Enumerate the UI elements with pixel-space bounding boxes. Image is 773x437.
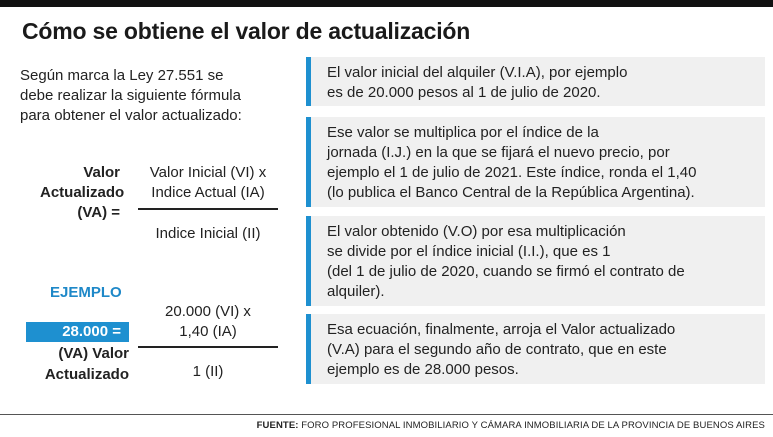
example-fraction-line <box>138 346 278 348</box>
bottom-rule <box>0 414 773 415</box>
source-text: FORO PROFESIONAL INMOBILIARIO Y CÁMARA I… <box>298 420 765 431</box>
example-result-badge: 28.000 = <box>26 322 129 342</box>
formula-denominator: Indice Inicial (II) <box>155 225 261 242</box>
page-title: Cómo se obtiene el valor de actualizació… <box>22 18 471 44</box>
example-denominator: 1 (II) <box>192 363 224 380</box>
intro-text: Según marca la Ley 27.551 se debe realiz… <box>20 67 242 124</box>
example-lhs: (VA) Valor Actualizado <box>44 345 129 383</box>
step-3-panel: El valor obtenido (V.O) por esa multipli… <box>306 216 765 306</box>
source-label: FUENTE: <box>256 420 299 431</box>
formula-lhs: Valor Actualizado (VA) = <box>40 164 125 221</box>
example-label: EJEMPLO <box>50 284 122 301</box>
step-1-panel: El valor inicial del alquiler (V.I.A), p… <box>306 57 765 106</box>
formula-fraction-line <box>138 208 278 210</box>
source-credit: FUENTE: FORO PROFESIONAL INMOBILIARIO Y … <box>257 420 765 431</box>
step-4-panel: Esa ecuación, finalmente, arroja el Valo… <box>306 314 765 384</box>
example-numerator: 20.000 (VI) x 1,40 (IA) <box>165 303 251 340</box>
step-2-panel: Ese valor se multiplica por el índice de… <box>306 117 765 207</box>
formula-numerator: Valor Inicial (VI) x Indice Actual (IA) <box>149 164 267 201</box>
top-rule <box>0 0 773 7</box>
